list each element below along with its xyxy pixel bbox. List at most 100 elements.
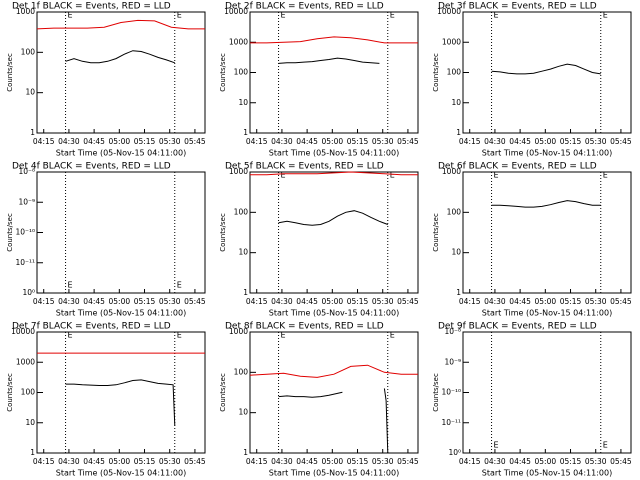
- y-tick-label: 100: [447, 68, 462, 77]
- x-axis-label: Start Time (05-Nov-15 04:11:00): [269, 309, 399, 318]
- x-tick-label: 05:15: [134, 297, 156, 306]
- marker-label: E: [177, 11, 182, 20]
- x-tick-label: 04:15: [246, 457, 268, 466]
- x-tick-label: 04:45: [509, 297, 531, 306]
- series-line: [250, 36, 418, 44]
- y-tick-label: 10: [451, 98, 461, 107]
- y-tick-label: 1000: [229, 167, 248, 176]
- x-tick-label: 04:30: [58, 137, 80, 146]
- y-tick-label: 1: [456, 288, 461, 297]
- y-tick-label: 1000: [442, 37, 461, 46]
- y-tick-label: 1000: [16, 357, 35, 366]
- x-tick-label: 04:15: [459, 137, 481, 146]
- x-tick-label: 05:45: [610, 457, 632, 466]
- x-axis-label: Start Time (05-Nov-15 04:11:00): [269, 469, 399, 478]
- x-axis-label: Start Time (05-Nov-15 04:11:00): [56, 309, 186, 318]
- y-axis-label: Counts/sec: [432, 53, 440, 92]
- marker-label: E: [68, 11, 73, 20]
- x-tick-label: 05:00: [322, 297, 344, 306]
- x-tick-label: 04:45: [509, 457, 531, 466]
- y-axis-label: Counts/sec: [219, 213, 227, 252]
- y-tick-label: 1: [243, 288, 248, 297]
- y-tick-label: 10⁻⁸: [18, 167, 35, 176]
- panel-title: Det 8f BLACK = Events, RED = LLD: [225, 322, 384, 332]
- y-tick-label: 100: [234, 207, 249, 216]
- x-axis-label: Start Time (05-Nov-15 04:11:00): [269, 149, 399, 158]
- plot-frame: [462, 11, 632, 134]
- x-tick-label: 05:30: [585, 457, 607, 466]
- x-tick-label: 04:45: [296, 137, 318, 146]
- y-tick-label: 1: [30, 128, 35, 137]
- marker-label: E: [68, 281, 73, 290]
- x-tick-label: 05:15: [560, 137, 582, 146]
- marker-label: E: [281, 171, 286, 180]
- y-tick-label: 1: [243, 128, 248, 137]
- y-tick-label: 100: [21, 388, 36, 397]
- x-tick-label: 04:30: [484, 297, 506, 306]
- x-tick-label: 05:15: [347, 137, 369, 146]
- y-tick-label: 1: [30, 448, 35, 457]
- x-tick-label: 04:15: [459, 457, 481, 466]
- y-tick-label: 10⁻¹¹: [15, 258, 35, 267]
- x-tick-label: 05:30: [372, 457, 394, 466]
- x-tick-label: 04:15: [246, 297, 268, 306]
- y-tick-label: 100: [234, 68, 249, 77]
- x-tick-label: 04:45: [83, 297, 105, 306]
- plot-frame: [249, 331, 419, 454]
- y-axis-label: Counts/sec: [6, 53, 14, 92]
- plot-frame: [249, 171, 419, 294]
- x-tick-label: 04:30: [58, 297, 80, 306]
- y-axis-label: Counts/sec: [6, 213, 14, 252]
- x-tick-label: 05:15: [560, 297, 582, 306]
- series-line: [249, 364, 418, 378]
- x-tick-label: 05:45: [397, 297, 419, 306]
- x-tick-label: 05:15: [347, 297, 369, 306]
- series-line: [65, 379, 176, 426]
- plot-frame: [36, 171, 206, 294]
- x-tick-label: 05:30: [372, 137, 394, 146]
- y-tick-label: 1000: [16, 7, 35, 16]
- x-tick-label: 04:15: [33, 297, 55, 306]
- x-tick-label: 05:45: [397, 137, 419, 146]
- panel-title: Det 3f BLACK = Events, RED = LLD: [438, 2, 597, 12]
- series-line: [491, 63, 601, 75]
- marker-label: E: [390, 171, 395, 180]
- x-tick-label: 05:45: [184, 297, 206, 306]
- x-tick-label: 05:45: [184, 457, 206, 466]
- x-axis-label: Start Time (05-Nov-15 04:11:00): [482, 309, 612, 318]
- y-axis-label: Counts/sec: [432, 213, 440, 252]
- x-tick-label: 05:15: [134, 457, 156, 466]
- plot-frame: [249, 11, 419, 134]
- panel-title: Det 7f BLACK = Events, RED = LLD: [12, 322, 171, 332]
- y-tick-label: 10⁻⁹: [18, 197, 35, 206]
- x-tick-label: 05:15: [134, 137, 156, 146]
- marker-label: E: [390, 11, 395, 20]
- x-axis-label: Start Time (05-Nov-15 04:11:00): [482, 469, 612, 478]
- x-tick-label: 05:00: [535, 457, 557, 466]
- y-tick-label: 10: [238, 408, 248, 417]
- y-axis-label: Counts/sec: [6, 373, 14, 412]
- x-tick-label: 05:00: [109, 137, 131, 146]
- y-tick-label: 10000: [224, 7, 248, 16]
- x-tick-label: 05:30: [159, 137, 181, 146]
- x-axis-label: Start Time (05-Nov-15 04:11:00): [56, 149, 186, 158]
- y-tick-label: 10000: [11, 327, 35, 336]
- x-axis-label: Start Time (05-Nov-15 04:11:00): [482, 149, 612, 158]
- marker-label: E: [603, 441, 608, 450]
- x-axis-label: Start Time (05-Nov-15 04:11:00): [56, 469, 186, 478]
- y-tick-label: 10000: [437, 7, 461, 16]
- plot-frame: [462, 171, 632, 294]
- marker-label: E: [603, 11, 608, 20]
- x-tick-label: 04:45: [296, 457, 318, 466]
- x-tick-label: 05:45: [610, 297, 632, 306]
- x-tick-label: 04:15: [33, 457, 55, 466]
- marker-label: E: [177, 331, 182, 340]
- x-tick-label: 05:00: [322, 457, 344, 466]
- series-line: [278, 210, 388, 226]
- y-tick-label: 10⁻¹⁰: [441, 388, 461, 397]
- series-line: [278, 388, 389, 454]
- x-tick-label: 05:30: [159, 297, 181, 306]
- x-tick-label: 04:30: [484, 457, 506, 466]
- y-axis-label: Counts/sec: [219, 373, 227, 412]
